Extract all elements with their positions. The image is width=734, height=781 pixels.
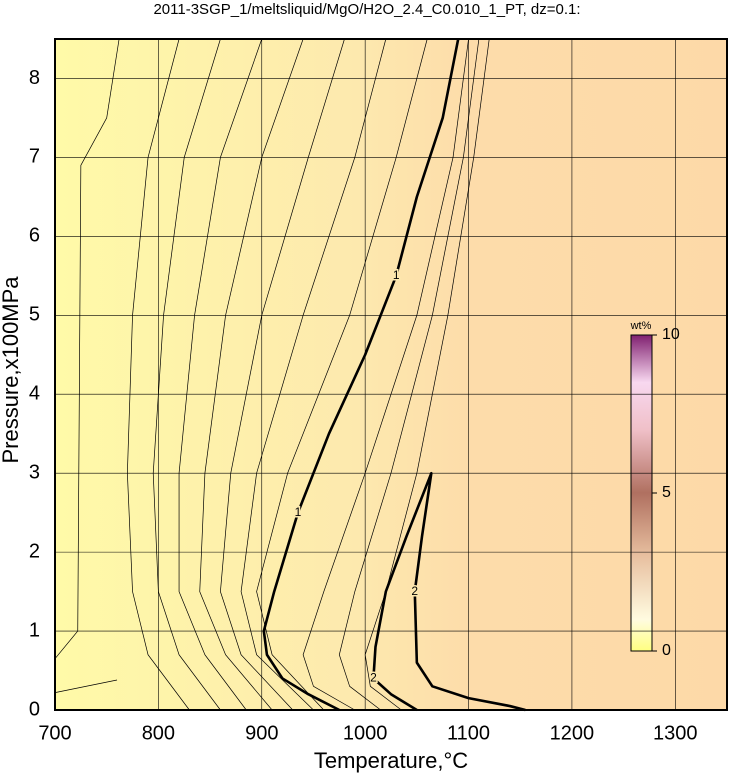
y-tick-label: 0 (29, 698, 40, 720)
x-axis-label: Temperature,°C (314, 748, 468, 773)
x-tick-label: 1200 (550, 722, 595, 744)
thick-contour (372, 471, 526, 712)
thin-contour (338, 38, 480, 711)
plot-layer: 700 800 900 1000 1100 1200 1300 0 1 2 3 4 5 6 7 8 1 1 2 2 0 5… (29, 38, 727, 744)
thin-contour (127, 38, 190, 711)
contour-label: 1 (393, 268, 400, 282)
contour-label: 2 (411, 584, 418, 598)
thin-contour (220, 38, 345, 711)
thin-contour (178, 38, 263, 711)
x-tick-label: 1300 (653, 722, 698, 744)
x-tick-label: 700 (38, 722, 71, 744)
thin-contour (364, 38, 490, 711)
colorbar-tick-label: 10 (662, 326, 680, 343)
contour-label: 2 (370, 671, 377, 685)
x-tick-label: 1100 (447, 722, 490, 744)
colorbar-label: wt% (630, 320, 652, 332)
colorbar-tick-label: 0 (662, 642, 671, 659)
x-tick-label: 800 (142, 722, 175, 744)
y-tick-label: 3 (29, 461, 40, 483)
y-tick-label: 2 (29, 540, 40, 562)
y-tick-label: 7 (29, 146, 40, 168)
y-tick-label: 1 (29, 619, 40, 641)
thin-contour (302, 38, 469, 711)
x-tick-label: 900 (245, 722, 278, 744)
y-axis-label: Pressure,x100MPa (0, 276, 23, 464)
colorbar-tick-label: 5 (662, 484, 671, 501)
thin-contour (256, 38, 428, 711)
thin-contour (54, 679, 118, 693)
contour-label: 1 (295, 505, 302, 519)
plot-frame (54, 38, 728, 711)
x-tick-label: 1000 (343, 722, 388, 744)
colorbar (630, 334, 653, 652)
thin-contour (240, 38, 387, 711)
plot-background (55, 39, 727, 710)
thin-contour (54, 38, 120, 659)
y-tick-label: 4 (29, 383, 40, 405)
y-tick-label: 6 (29, 225, 40, 247)
y-tick-label: 8 (29, 67, 40, 89)
y-tick-label: 5 (29, 304, 40, 326)
thick-contour (262, 38, 460, 712)
thin-contour (199, 38, 304, 711)
chart-title: 2011-3SGP_1/meltsliquid/MgO/H2O_2.4_C0.0… (153, 1, 580, 18)
thin-contour (152, 38, 221, 711)
